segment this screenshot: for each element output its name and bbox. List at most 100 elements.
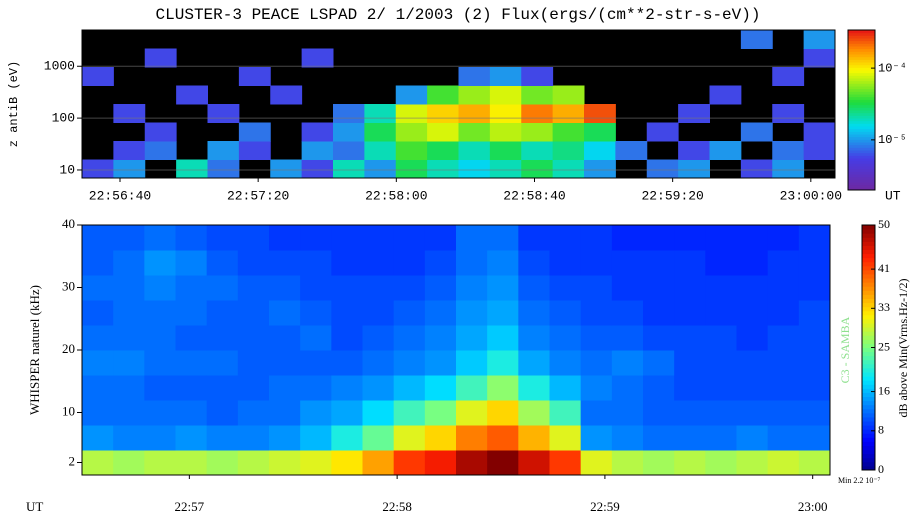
heatmap-cell xyxy=(580,400,613,426)
colorbar-segment xyxy=(848,163,875,167)
colorbar-segment xyxy=(862,318,875,324)
colorbar-segment xyxy=(862,367,875,373)
heatmap-cell xyxy=(269,375,301,401)
colorbar-segment xyxy=(862,253,875,259)
heatmap-cell xyxy=(144,350,176,376)
heatmap-cell xyxy=(113,141,146,160)
heatmap-cell xyxy=(552,104,585,123)
colorbar-segment xyxy=(848,72,875,76)
heatmap-cell xyxy=(518,250,550,276)
heatmap-cell xyxy=(772,141,805,160)
colorbar-segment xyxy=(862,323,875,328)
colorbar-segment xyxy=(862,290,875,295)
heatmap-cell xyxy=(611,375,644,401)
heatmap-cell xyxy=(803,48,836,68)
heatmap-cell xyxy=(144,400,176,426)
colorbar-segment xyxy=(848,70,875,74)
heatmap-cell xyxy=(331,350,363,376)
heatmap-cell xyxy=(144,300,176,326)
heatmap-cell xyxy=(736,300,769,326)
heatmap-cell xyxy=(237,300,270,326)
colorbar-segment xyxy=(848,147,875,151)
heatmap-cell xyxy=(674,275,706,301)
heatmap-cell xyxy=(772,104,805,123)
heatmap-cell xyxy=(427,85,459,105)
heatmap-cell xyxy=(175,425,208,451)
heatmap-cell xyxy=(176,85,208,105)
heatmap-cell xyxy=(674,225,706,251)
colorbar-segment xyxy=(862,400,875,406)
heatmap-cell xyxy=(552,141,585,160)
heatmap-cell xyxy=(82,400,114,426)
colorbar-segment xyxy=(862,298,875,304)
colorbar-segment xyxy=(862,282,875,287)
colorbar-segment xyxy=(848,139,875,143)
heatmap-cell xyxy=(580,425,613,451)
colorbar-segment xyxy=(862,302,875,308)
heatmap-cell xyxy=(487,300,519,326)
heatmap-cell xyxy=(144,325,176,351)
heatmap-cell xyxy=(269,325,301,351)
heatmap-cell xyxy=(740,122,773,142)
heatmap-cell xyxy=(269,250,301,276)
heatmap-cell xyxy=(549,375,582,401)
heatmap-cell xyxy=(113,300,145,326)
x-tick-label: 22:58 xyxy=(382,499,412,514)
heatmap-cell xyxy=(487,275,519,301)
heatmap-cell xyxy=(772,159,805,179)
heatmap-cell xyxy=(678,159,710,179)
heatmap-cell xyxy=(362,375,395,401)
heatmap-cell xyxy=(237,425,270,451)
colorbar-segment xyxy=(862,412,875,418)
colorbar-segment xyxy=(848,38,875,42)
colorbar-segment xyxy=(862,335,875,340)
colorbar-tick-label: 50 xyxy=(878,217,890,231)
colorbar-segment xyxy=(862,241,875,246)
heatmap-cell xyxy=(144,275,176,301)
heatmap-cell xyxy=(424,375,457,401)
colorbar-segment xyxy=(862,343,875,348)
colorbar-segment xyxy=(862,380,875,385)
heatmap-cell xyxy=(611,250,644,276)
colorbar-segment xyxy=(862,237,875,242)
heatmap-cell xyxy=(424,225,457,251)
heatmap-cell xyxy=(301,159,334,179)
heatmap-cell xyxy=(393,400,426,426)
heatmap-cell xyxy=(393,325,426,351)
heatmap-cell xyxy=(674,300,706,326)
colorbar-segment xyxy=(848,158,875,162)
heatmap-cell xyxy=(705,400,737,426)
heatmap-cell xyxy=(580,325,613,351)
heatmap-cell xyxy=(456,275,488,301)
heatmap-cell xyxy=(237,250,270,276)
heatmap-cell xyxy=(237,375,270,401)
heatmap-cell xyxy=(736,450,769,476)
heatmap-cell xyxy=(393,425,426,451)
heatmap-cell xyxy=(238,141,271,160)
heatmap-cell xyxy=(736,250,769,276)
colorbar-segment xyxy=(862,225,875,230)
heatmap-cell xyxy=(456,350,488,376)
colorbar-segment xyxy=(862,445,875,451)
heatmap-cell xyxy=(206,275,239,301)
colorbar-segment xyxy=(848,48,875,52)
heatmap-cell xyxy=(144,225,176,251)
colorbar-segment xyxy=(862,433,875,438)
heatmap-cell xyxy=(643,300,675,326)
heatmap-cell xyxy=(270,159,303,179)
colorbar-segment xyxy=(848,59,875,63)
heatmap-cell xyxy=(82,450,114,476)
colorbar-segment xyxy=(848,128,875,132)
heatmap-cell xyxy=(643,325,675,351)
colorbar-segment xyxy=(862,396,875,402)
heatmap-cell xyxy=(646,122,679,142)
colorbar-segment xyxy=(862,416,875,422)
colorbar-label: dB above Min(Vrms.Hz-1/2) xyxy=(896,279,910,418)
heatmap-cell xyxy=(175,375,208,401)
heatmap-cell xyxy=(549,325,582,351)
heatmap-cell xyxy=(767,400,800,426)
heatmap-cell xyxy=(643,275,675,301)
colorbar-tick-label: 25 xyxy=(878,339,890,353)
heatmap-cell xyxy=(175,350,208,376)
